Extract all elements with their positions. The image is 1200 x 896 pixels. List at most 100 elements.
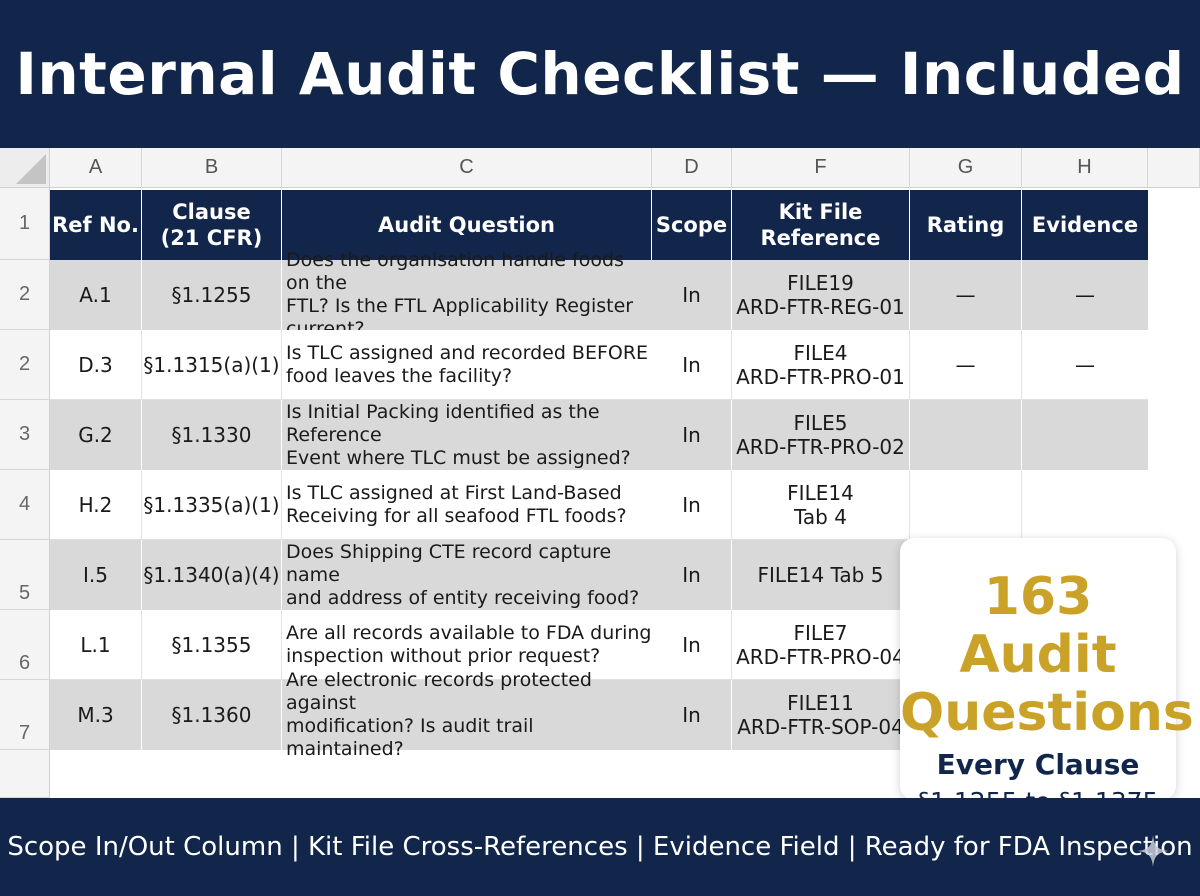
ref-cell[interactable]: I.5 (50, 540, 142, 610)
rating-cell[interactable] (910, 400, 1022, 470)
question-cell[interactable]: Are all records available to FDA during i… (282, 610, 652, 680)
header-label: Audit Question (378, 213, 555, 237)
ref-cell[interactable]: D.3 (50, 330, 142, 400)
row-number[interactable]: 4 (0, 470, 50, 540)
question-line: inspection without prior request? (286, 645, 601, 667)
table-row[interactable]: A.1 §1.1255 Does the organisation handle… (50, 249, 1148, 340)
row-number[interactable]: 3 (0, 400, 50, 470)
table-row[interactable]: D.3 §1.1315(a)(1) Is TLC assigned and re… (50, 330, 1148, 400)
kit-file-line: Tab 4 (794, 505, 847, 529)
header-label: Evidence (1031, 213, 1139, 237)
column-header-c[interactable]: C (282, 148, 652, 188)
question-cell[interactable]: Are electronic records protected against… (282, 669, 652, 760)
rating-cell[interactable] (910, 470, 1022, 540)
clause-cell[interactable]: §1.1355 (142, 610, 282, 680)
column-header-d[interactable]: D (652, 148, 732, 188)
kit-file-line: ARD-FTR-SOP-04 (737, 715, 904, 739)
kit-file-cell[interactable]: FILE4 ARD-FTR-PRO-01 (732, 330, 910, 400)
header-label-line: Kit File (778, 200, 863, 224)
header-label: Scope (655, 213, 728, 237)
callout-headline: 163 Audit Questions (900, 567, 1194, 742)
header-label: Ref No. (52, 213, 139, 237)
kit-file-cell[interactable]: FILE19 ARD-FTR-REG-01 (732, 260, 910, 330)
evidence-cell[interactable] (1022, 400, 1148, 470)
kit-file-line: FILE11 (787, 691, 854, 715)
clause-cell[interactable]: §1.1330 (142, 400, 282, 470)
row-number[interactable]: 2 (0, 330, 50, 400)
evidence-cell[interactable]: — (1075, 283, 1095, 307)
question-cell[interactable]: Does the organisation handle foods on th… (282, 249, 652, 340)
header-label-line: Reference (760, 226, 881, 250)
ref-cell[interactable]: A.1 (50, 260, 142, 330)
scope-cell[interactable]: In (652, 400, 732, 470)
clause-cell[interactable]: §1.1335(a)(1) (142, 470, 282, 540)
clause-cell[interactable]: §1.1340(a)(4) (142, 540, 282, 610)
scope-cell[interactable]: In (652, 540, 732, 610)
sparkle-icon (1137, 835, 1169, 867)
question-line: Is Initial Packing identified as the Ref… (286, 400, 600, 446)
scope-cell[interactable]: In (652, 330, 732, 400)
column-header-h[interactable]: H (1022, 148, 1148, 188)
kit-file-cell[interactable]: FILE5 ARD-FTR-PRO-02 (732, 400, 910, 470)
callout-count-text: 163 Audit (959, 567, 1117, 685)
column-header-g[interactable]: G (910, 148, 1022, 188)
header-audit-question[interactable]: Audit Question (282, 190, 652, 260)
column-header-b[interactable]: B (142, 148, 282, 188)
clause-cell[interactable]: §1.1315(a)(1) (142, 330, 282, 400)
kit-file-cell[interactable]: FILE7 ARD-FTR-PRO-04 (732, 610, 910, 680)
kit-file-cell[interactable]: FILE14 Tab 4 (732, 470, 910, 540)
column-header-empty (1148, 148, 1200, 188)
header-label-line: (21 CFR) (160, 226, 263, 250)
rating-cell[interactable]: — (910, 330, 1022, 400)
evidence-cell[interactable] (1022, 470, 1148, 540)
footer-banner: Scope In/Out Column | Kit File Cross-Ref… (0, 798, 1200, 896)
row-number[interactable]: 7 (0, 680, 50, 750)
rating-cell[interactable]: — (910, 260, 1022, 330)
table-row[interactable]: H.2 §1.1335(a)(1) Is TLC assigned at Fir… (50, 470, 1148, 540)
question-cell[interactable]: Is TLC assigned and recorded BEFORE food … (282, 330, 652, 400)
header-scope[interactable]: Scope (652, 190, 732, 260)
scope-cell[interactable]: In (652, 470, 732, 540)
select-all-corner[interactable] (0, 148, 50, 188)
question-line: modification? Is audit trail maintained? (286, 715, 534, 760)
header-label: Rating (926, 213, 1005, 237)
ref-cell[interactable]: L.1 (50, 610, 142, 680)
kit-file-line: ARD-FTR-PRO-04 (736, 645, 905, 669)
row-number[interactable]: 1 (0, 188, 50, 260)
header-clause[interactable]: Clause (21 CFR) (142, 190, 282, 260)
question-cell[interactable]: Is Initial Packing identified as the Ref… (282, 400, 652, 470)
ref-cell[interactable]: M.3 (50, 680, 142, 750)
header-kit-file-reference[interactable]: Kit File Reference (732, 190, 910, 260)
kit-file-line: FILE5 (793, 411, 848, 435)
scope-cell[interactable]: In (652, 680, 732, 750)
spreadsheet: A B C D F G H 1 2 2 3 4 5 6 7 Ref No. Cl… (0, 148, 1200, 816)
scope-cell[interactable]: In (652, 610, 732, 680)
column-header-f[interactable]: F (732, 148, 910, 188)
ref-cell[interactable]: H.2 (50, 470, 142, 540)
kit-file-cell[interactable]: FILE11 ARD-FTR-SOP-04 (732, 680, 910, 750)
column-header-a[interactable]: A (50, 148, 142, 188)
header-rating[interactable]: Rating (910, 190, 1022, 260)
page-title: Internal Audit Checklist — Included (15, 40, 1185, 108)
kit-file-line: ARD-FTR-REG-01 (736, 295, 905, 319)
evidence-cell[interactable]: — (1075, 353, 1095, 377)
row-number[interactable]: 6 (0, 610, 50, 680)
clause-cell[interactable]: §1.1255 (142, 260, 282, 330)
callout-subtitle: Every Clause (936, 748, 1140, 781)
question-line: Does Shipping CTE record capture name (286, 540, 612, 586)
scope-cell[interactable]: In (652, 260, 732, 330)
question-cell[interactable]: Does Shipping CTE record capture name and… (282, 540, 652, 610)
question-line: food leaves the facility? (286, 365, 513, 387)
question-line: Are electronic records protected against (286, 669, 592, 714)
kit-file-cell[interactable]: FILE14 Tab 5 (732, 540, 910, 610)
table-row[interactable]: G.2 §1.1330 Is Initial Packing identifie… (50, 400, 1148, 470)
row-number[interactable]: 5 (0, 540, 50, 610)
row-number[interactable]: 2 (0, 260, 50, 330)
question-cell[interactable]: Is TLC assigned at First Land-Based Recei… (282, 470, 652, 540)
ref-cell[interactable]: G.2 (50, 400, 142, 470)
header-label: Kit File Reference (760, 199, 880, 251)
header-ref-no[interactable]: Ref No. (50, 190, 142, 260)
clause-cell[interactable]: §1.1360 (142, 680, 282, 750)
header-evidence[interactable]: Evidence (1022, 190, 1148, 260)
